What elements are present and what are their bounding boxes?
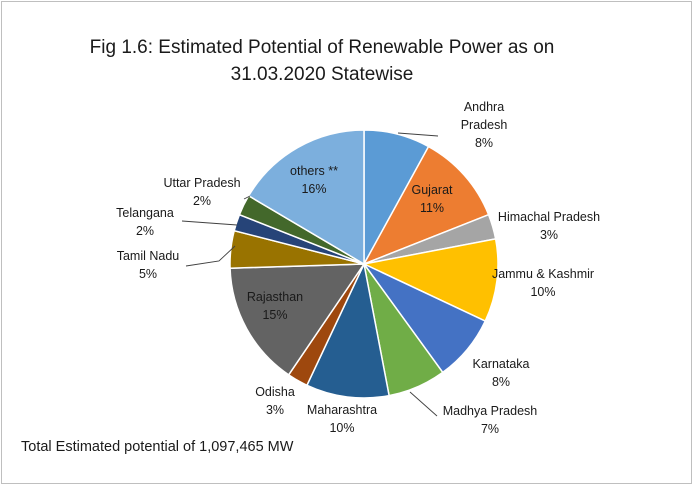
slice-label-himachal-pradesh: Himachal Pradesh 3% [498,210,600,242]
slice-label-rajasthan: Rajasthan 15% [247,290,303,322]
pie-slice-jammu-kashmir [361,238,499,323]
slice-label-gujarat: Gujarat 11% [412,183,454,215]
leader-line-tamil-nadu [185,245,236,267]
slice-label-telangana: Telangana 2% [116,206,174,238]
slice-label-andhra-pradesh: Andhra Pradesh 8% [461,100,508,150]
slice-label-jammu-kashmir: Jammu & Kashmir 10% [492,267,594,299]
slice-label-madhya-pradesh: Madhya Pradesh 7% [443,404,538,436]
pie-slice-others [247,129,365,266]
pie-slices [229,129,499,399]
leader-line-andhra-pradesh [397,132,439,137]
slice-label-uttar-pradesh: Uttar Pradesh 2% [163,176,240,208]
slice-label-others: others ** 16% [290,164,338,196]
chart-title: Fig 1.6: Estimated Potential of Renewabl… [2,34,642,88]
pie-slice-gujarat [362,145,490,266]
leader-lines [181,132,439,417]
chart-title-line-1: Fig 1.6: Estimated Potential of Renewabl… [89,37,555,58]
slice-labels: Andhra Pradesh 8% Gujarat 11% Himachal Prades… [116,100,600,436]
leader-line-telangana [181,220,238,226]
slice-label-karnataka: Karnataka 8% [473,357,530,389]
slice-label-tamil-nadu: Tamil Nadu 5% [117,249,180,281]
chart-title-line-2: 31.03.2020 Statewise [230,64,414,85]
pie-slice-rajasthan [229,263,366,376]
total-potential-note: Total Estimated potential of 1,097,465 M… [21,439,294,455]
leader-line-uttar-pradesh [243,195,251,200]
pie-slice-maharashtra [305,261,390,399]
slice-label-maharashtra: Maharashtra 10% [307,403,377,435]
slice-label-odisha: Odisha 3% [255,385,295,417]
leader-line-madhya-pradesh [409,391,438,417]
